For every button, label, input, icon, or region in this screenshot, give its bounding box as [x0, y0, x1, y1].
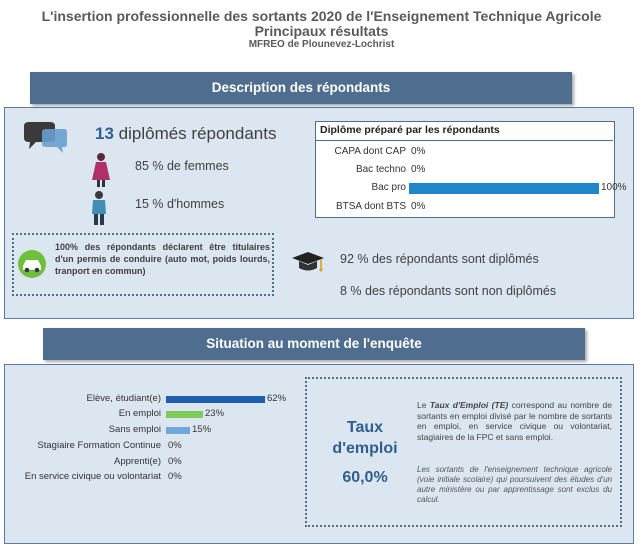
- man-icon: [92, 191, 106, 225]
- employment-rate-note: Les sortants de l'enseignement technique…: [417, 465, 612, 504]
- section-title-respondents: Description des répondants: [30, 72, 572, 104]
- situation-chart-category-label: Sans emploi: [108, 424, 161, 435]
- situation-chart-value-label: 0%: [168, 440, 182, 451]
- employment-rate-label-2: d'emploi: [332, 440, 398, 457]
- situation-chart-category-label: En emploi: [118, 408, 161, 419]
- employment-rate-box: [305, 377, 622, 527]
- situation-chart-category-label: Elève, étudiant(e): [86, 393, 161, 404]
- driving-license-text: 100% des répondants déclarent être titul…: [55, 242, 270, 276]
- situation-chart-value-label: 15%: [192, 424, 212, 435]
- school-name: MFREO de Plounevez-Lochrist: [248, 39, 395, 50]
- situation-chart-category-label: Apprenti(e): [114, 456, 161, 467]
- situation-panel: [4, 364, 634, 544]
- graduation-cap-icon: [292, 252, 324, 272]
- women-percentage: 85 % de femmes: [135, 159, 229, 173]
- situation-chart-bar: [166, 411, 203, 418]
- section-title-situation: Situation au moment de l'enquête: [43, 328, 585, 360]
- diploma-chart-category-label: CAPA dont CAP: [334, 146, 406, 157]
- diploma-chart-bar: [409, 183, 599, 194]
- diploma-chart-category-label: BTSA dont BTS: [335, 201, 406, 212]
- respondents-count: 13 diplômés répondants: [95, 124, 277, 143]
- diploma-chart-value-label: 0%: [411, 164, 426, 175]
- situation-chart-value-label: 62%: [267, 393, 287, 404]
- page-subtitle: Principaux résultats: [254, 23, 389, 39]
- situation-chart-value-label: 0%: [168, 456, 182, 467]
- speech-bubbles-icon: [24, 122, 67, 153]
- employment-rate-definition: Le Taux d'Emploi (TE) correspond au nomb…: [417, 400, 612, 442]
- men-percentage: 15 % d'hommes: [135, 197, 225, 211]
- diploma-chart-category-label: Bac pro: [371, 182, 406, 193]
- situation-chart-category-label: Stagiaire Formation Continue: [37, 440, 161, 451]
- situation-chart-category-label: En service civique ou volontariat: [24, 471, 161, 482]
- diploma-chart-value-label: 0%: [411, 201, 426, 212]
- woman-icon: [92, 153, 110, 187]
- situation-chart-value-label: 0%: [168, 471, 182, 482]
- situation-chart-bar: [166, 427, 190, 434]
- diploma-chart-divider: [316, 140, 613, 141]
- diploma-chart-category-label: Bac techno: [355, 164, 406, 175]
- diploma-chart: Diplôme préparé par les répondants CAPA …: [315, 121, 627, 218]
- situation-chart-bar: [166, 396, 265, 403]
- employment-rate-value: 60,0%: [342, 469, 388, 486]
- employment-rate-label: Taux: [346, 419, 384, 436]
- diploma-chart-value-label: 0%: [411, 146, 426, 157]
- driving-license-box: [12, 233, 274, 296]
- page-title: L'insertion professionnelle des sortants…: [41, 8, 602, 24]
- diploma-chart-value-label: 100%: [601, 182, 627, 193]
- car-icon: [18, 250, 46, 278]
- graduates-percentage: 92 % des répondants sont diplômés: [340, 252, 539, 266]
- situation-chart-value-label: 23%: [205, 408, 225, 419]
- non-graduates-percentage: 8 % des répondants sont non diplômés: [340, 284, 557, 298]
- diploma-chart-title: Diplôme préparé par les répondants: [320, 124, 500, 136]
